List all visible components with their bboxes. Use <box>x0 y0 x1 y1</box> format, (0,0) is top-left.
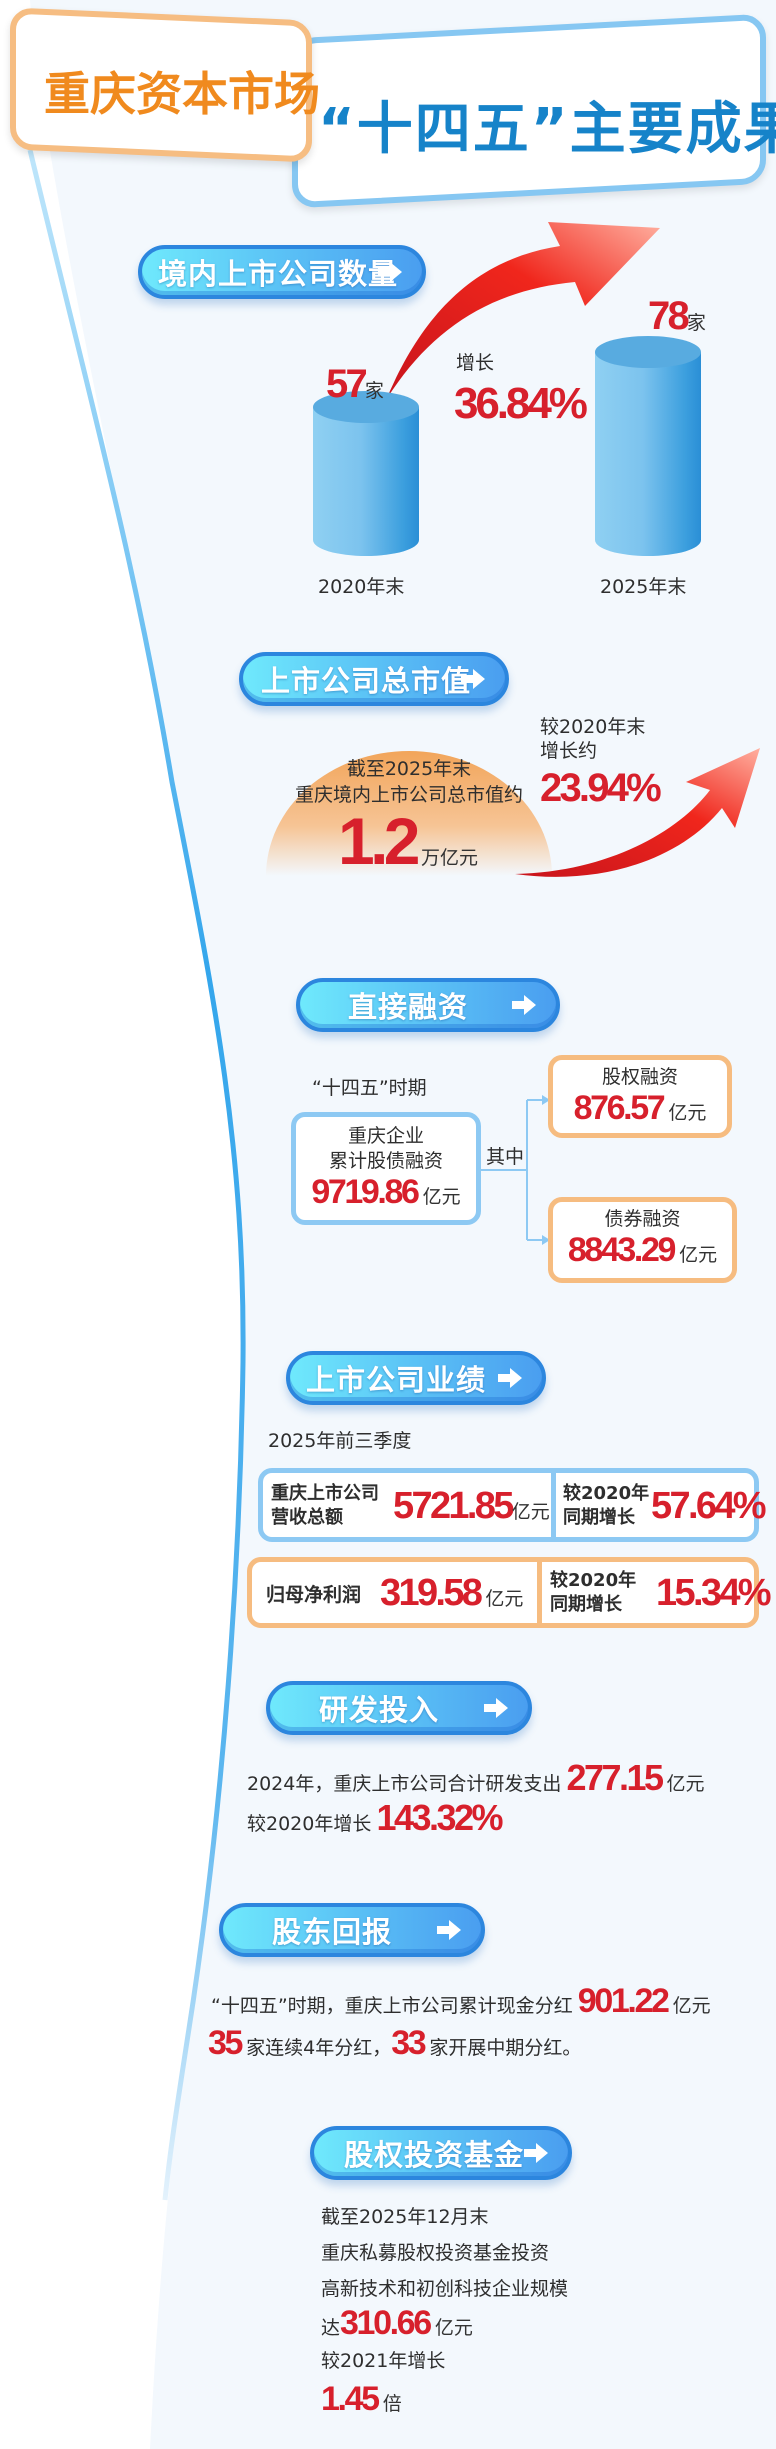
section-title: 股权投资基金 <box>344 2138 525 2172</box>
page-title: “十四五”主要成果 <box>318 97 776 162</box>
arrow-right-icon <box>437 1920 461 1940</box>
market-cap-value: 1.2 万亿元 <box>338 804 478 878</box>
arrow-right-icon <box>512 995 536 1015</box>
growth-arrow-2 <box>515 748 760 877</box>
revenue-growth-line2: 同期增长 <box>563 1507 635 1528</box>
pe-fund-cmp: 较2021年增长 <box>321 2350 446 2372</box>
market-cap-cmp1: 较2020年末 <box>540 716 646 738</box>
pe-fund-line3: 高新技术和初创科技企业规模 <box>321 2278 569 2300</box>
financing-total-box: 重庆企业 累计股债融资 9719.86 亿元 <box>291 1112 481 1225</box>
arrow-right-icon <box>461 669 485 689</box>
bar-2025 <box>595 336 701 556</box>
rnd-line2: 较2020年增长 143.32% <box>247 1797 503 1838</box>
bar-label-2025: 2025年末 <box>600 576 687 598</box>
arrow-right-icon <box>498 1368 522 1388</box>
revenue-line2: 营收总额 <box>271 1507 343 1528</box>
revenue-line1: 重庆上市公司 <box>271 1483 379 1504</box>
pe-fund-multiple: 1.45 倍 <box>321 2380 402 2418</box>
arrow-right-icon <box>484 1698 508 1718</box>
profit-value: 319.58 亿元 <box>380 1572 524 1614</box>
section-pill-market-cap[interactable]: 上市公司总市值 <box>239 652 509 706</box>
divider <box>537 1562 542 1623</box>
section-pill-direct-financing[interactable]: 直接融资 <box>296 978 560 1032</box>
connector-label: 其中 <box>486 1146 525 1168</box>
market-cap-growth: 23.94% <box>540 766 662 810</box>
dividends-line2: 35 家连续4年分红，33 家开展中期分红。 <box>208 2024 582 2062</box>
section-pill-dividends[interactable]: 股东回报 <box>219 1903 485 1957</box>
section-pill-pe-fund[interactable]: 股权投资基金 <box>310 2126 572 2180</box>
connector-lines <box>481 1095 550 1245</box>
profit-label: 归母净利润 <box>266 1584 362 1606</box>
pe-fund-value: 达310.66 亿元 <box>321 2304 473 2342</box>
arrow-right-icon <box>524 2143 548 2163</box>
revenue-row: 重庆上市公司 营收总额 5721.85亿元 较2020年 同期增长 57.64% <box>258 1468 767 1542</box>
brand-title: 重庆资本市场 <box>44 67 320 121</box>
growth-arrow-1 <box>386 222 660 400</box>
financing-total-line1: 重庆企业 <box>347 1125 424 1147</box>
equity-value: 876.57 亿元 <box>573 1088 707 1127</box>
equity-label: 股权融资 <box>601 1066 678 1088</box>
market-cap-cmp2: 增长约 <box>540 740 598 762</box>
rnd-line1: 2024年，重庆上市公司合计研发支出 277.15 亿元 <box>247 1757 705 1798</box>
pe-fund-line2: 重庆私募股权投资基金投资 <box>321 2242 550 2264</box>
divider <box>551 1473 556 1537</box>
financing-total-value: 9719.86 亿元 <box>311 1172 461 1211</box>
revenue-growth-value: 57.64% <box>651 1485 767 1527</box>
section-pill-listed-count[interactable]: 境内上市公司数量 <box>138 245 426 299</box>
performance-period: 2025年前三季度 <box>268 1430 412 1452</box>
section-title: 研发投入 <box>318 1693 439 1727</box>
section-title: 直接融资 <box>347 990 468 1024</box>
section-title: 股东回报 <box>271 1915 392 1949</box>
revenue-growth-line1: 较2020年 <box>563 1483 650 1504</box>
dividends-line1: “十四五”时期，重庆上市公司累计现金分红 901.22 亿元 <box>211 1982 711 2020</box>
bond-financing-box: 债券融资 8843.29 亿元 <box>548 1197 737 1283</box>
revenue-value: 5721.85亿元 <box>393 1485 550 1527</box>
section-pill-rnd[interactable]: 研发投入 <box>266 1681 532 1735</box>
bar-value-2020: 57家 <box>326 362 384 406</box>
profit-row: 归母净利润 319.58 亿元 较2020年 同期增长 15.34% <box>247 1557 772 1628</box>
bar-2020 <box>313 391 419 556</box>
profit-growth-value: 15.34% <box>656 1572 772 1614</box>
financing-total-line2: 累计股债融资 <box>328 1149 443 1172</box>
bar-label-2020: 2020年末 <box>318 576 405 598</box>
arrow-right-icon <box>378 262 402 282</box>
growth-value: 36.84% <box>454 379 588 428</box>
section-title: 上市公司总市值 <box>261 664 472 698</box>
section-title: 境内上市公司数量 <box>158 257 399 291</box>
profit-growth-line2: 同期增长 <box>550 1594 622 1615</box>
growth-label: 增长 <box>456 352 495 374</box>
market-cap-halo <box>266 751 552 876</box>
profit-growth-line1: 较2020年 <box>550 1570 637 1591</box>
equity-financing-box: 股权融资 876.57 亿元 <box>548 1055 732 1138</box>
market-cap-line1: 截至2025年末 <box>346 758 472 780</box>
bond-value: 8843.29 亿元 <box>567 1230 718 1269</box>
market-cap-line2: 重庆境内上市公司总市值约 <box>294 784 523 806</box>
bond-label: 债券融资 <box>604 1208 681 1230</box>
pe-fund-line1: 截至2025年12月末 <box>321 2206 489 2228</box>
section-title: 上市公司业绩 <box>305 1363 486 1397</box>
bar-value-2025: 78家 <box>648 294 706 338</box>
financing-period: “十四五”时期 <box>312 1077 427 1099</box>
section-pill-performance[interactable]: 上市公司业绩 <box>286 1351 546 1405</box>
